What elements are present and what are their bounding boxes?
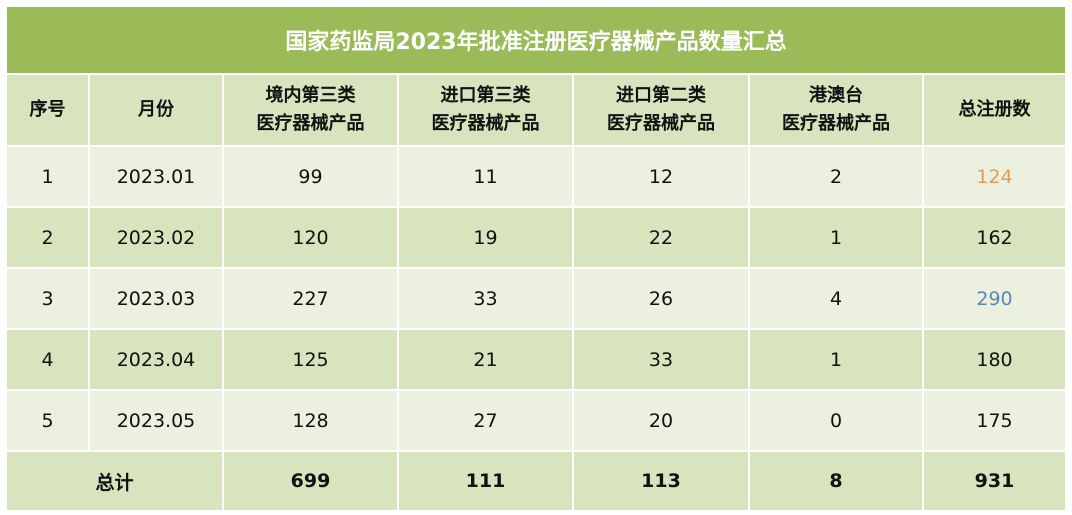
- header-line: 医疗器械产品: [607, 113, 715, 134]
- header-import-class2: 进口第二类医疗器械产品: [572, 73, 750, 147]
- table-cell: 2023.04: [88, 328, 224, 391]
- table-cell: 290: [922, 267, 1067, 330]
- table-cell: 2023.02: [88, 206, 224, 269]
- table-row: 1 2023.01 99 11 12 2 124: [5, 145, 1067, 208]
- table-cell: 0: [748, 389, 924, 452]
- table-cell: 4: [5, 328, 90, 391]
- table-cell: 1: [748, 206, 924, 269]
- header-line: 医疗器械产品: [782, 113, 890, 134]
- registration-summary-table: 国家药监局2023年批准注册医疗器械产品数量汇总 序号 月份 境内第三类医疗器械…: [5, 5, 1067, 512]
- header-line: 医疗器械产品: [256, 113, 365, 134]
- total-cell: 113: [572, 450, 750, 512]
- table-cell: 2: [748, 145, 924, 208]
- table-cell: 2023.05: [88, 389, 224, 452]
- table-cell: 3: [5, 267, 90, 330]
- table-cell: 2023.03: [88, 267, 224, 330]
- table-cell: 125: [222, 328, 399, 391]
- header-line: 港澳台: [809, 85, 863, 106]
- table-cell: 4: [748, 267, 924, 330]
- table-cell: 19: [397, 206, 574, 269]
- total-cell: 8: [748, 450, 924, 512]
- table-cell: 128: [222, 389, 399, 452]
- table-cell: 162: [922, 206, 1067, 269]
- table-cell: 12: [572, 145, 750, 208]
- header-total-registrations: 总注册数: [922, 73, 1067, 147]
- header-line: 进口第三类: [440, 85, 531, 106]
- table-cell: 27: [397, 389, 574, 452]
- table-cell: 124: [922, 145, 1067, 208]
- total-cell: 699: [222, 450, 399, 512]
- total-cell: 111: [397, 450, 574, 512]
- table-row: 2 2023.02 120 19 22 1 162: [5, 206, 1067, 269]
- header-line: 进口第二类: [616, 85, 706, 106]
- table-cell: 33: [572, 328, 750, 391]
- table-cell: 2: [5, 206, 90, 269]
- table-row: 3 2023.03 227 33 26 4 290: [5, 267, 1067, 330]
- header-import-class3: 进口第三类医疗器械产品: [397, 73, 574, 147]
- table-cell: 175: [922, 389, 1067, 452]
- header-line: 医疗器械产品: [431, 113, 540, 134]
- table-cell: 22: [572, 206, 750, 269]
- header-domestic-class3: 境内第三类医疗器械产品: [222, 73, 399, 147]
- table-cell: 1: [5, 145, 90, 208]
- total-cell: 931: [922, 450, 1067, 512]
- table-cell: 99: [222, 145, 399, 208]
- table-cell: 120: [222, 206, 399, 269]
- header-month: 月份: [88, 73, 224, 147]
- table-cell: 1: [748, 328, 924, 391]
- total-label: 总计: [5, 450, 224, 512]
- total-row: 总计 699 111 113 8 931: [5, 450, 1067, 512]
- table-row: 5 2023.05 128 27 20 0 175: [5, 389, 1067, 452]
- table-cell: 5: [5, 389, 90, 452]
- header-row: 序号 月份 境内第三类医疗器械产品 进口第三类医疗器械产品 进口第二类医疗器械产…: [5, 73, 1067, 147]
- table-cell: 227: [222, 267, 399, 330]
- table-title: 国家药监局2023年批准注册医疗器械产品数量汇总: [5, 5, 1067, 75]
- table-cell: 180: [922, 328, 1067, 391]
- table-row: 4 2023.04 125 21 33 1 180: [5, 328, 1067, 391]
- header-hk-macao-tw: 港澳台 医疗器械产品: [748, 73, 924, 147]
- header-line: 境内第三类: [265, 85, 356, 106]
- table-cell: 20: [572, 389, 750, 452]
- table-cell: 26: [572, 267, 750, 330]
- header-index: 序号: [5, 73, 90, 147]
- table-cell: 21: [397, 328, 574, 391]
- table-cell: 33: [397, 267, 574, 330]
- table-cell: 2023.01: [88, 145, 224, 208]
- table-cell: 11: [397, 145, 574, 208]
